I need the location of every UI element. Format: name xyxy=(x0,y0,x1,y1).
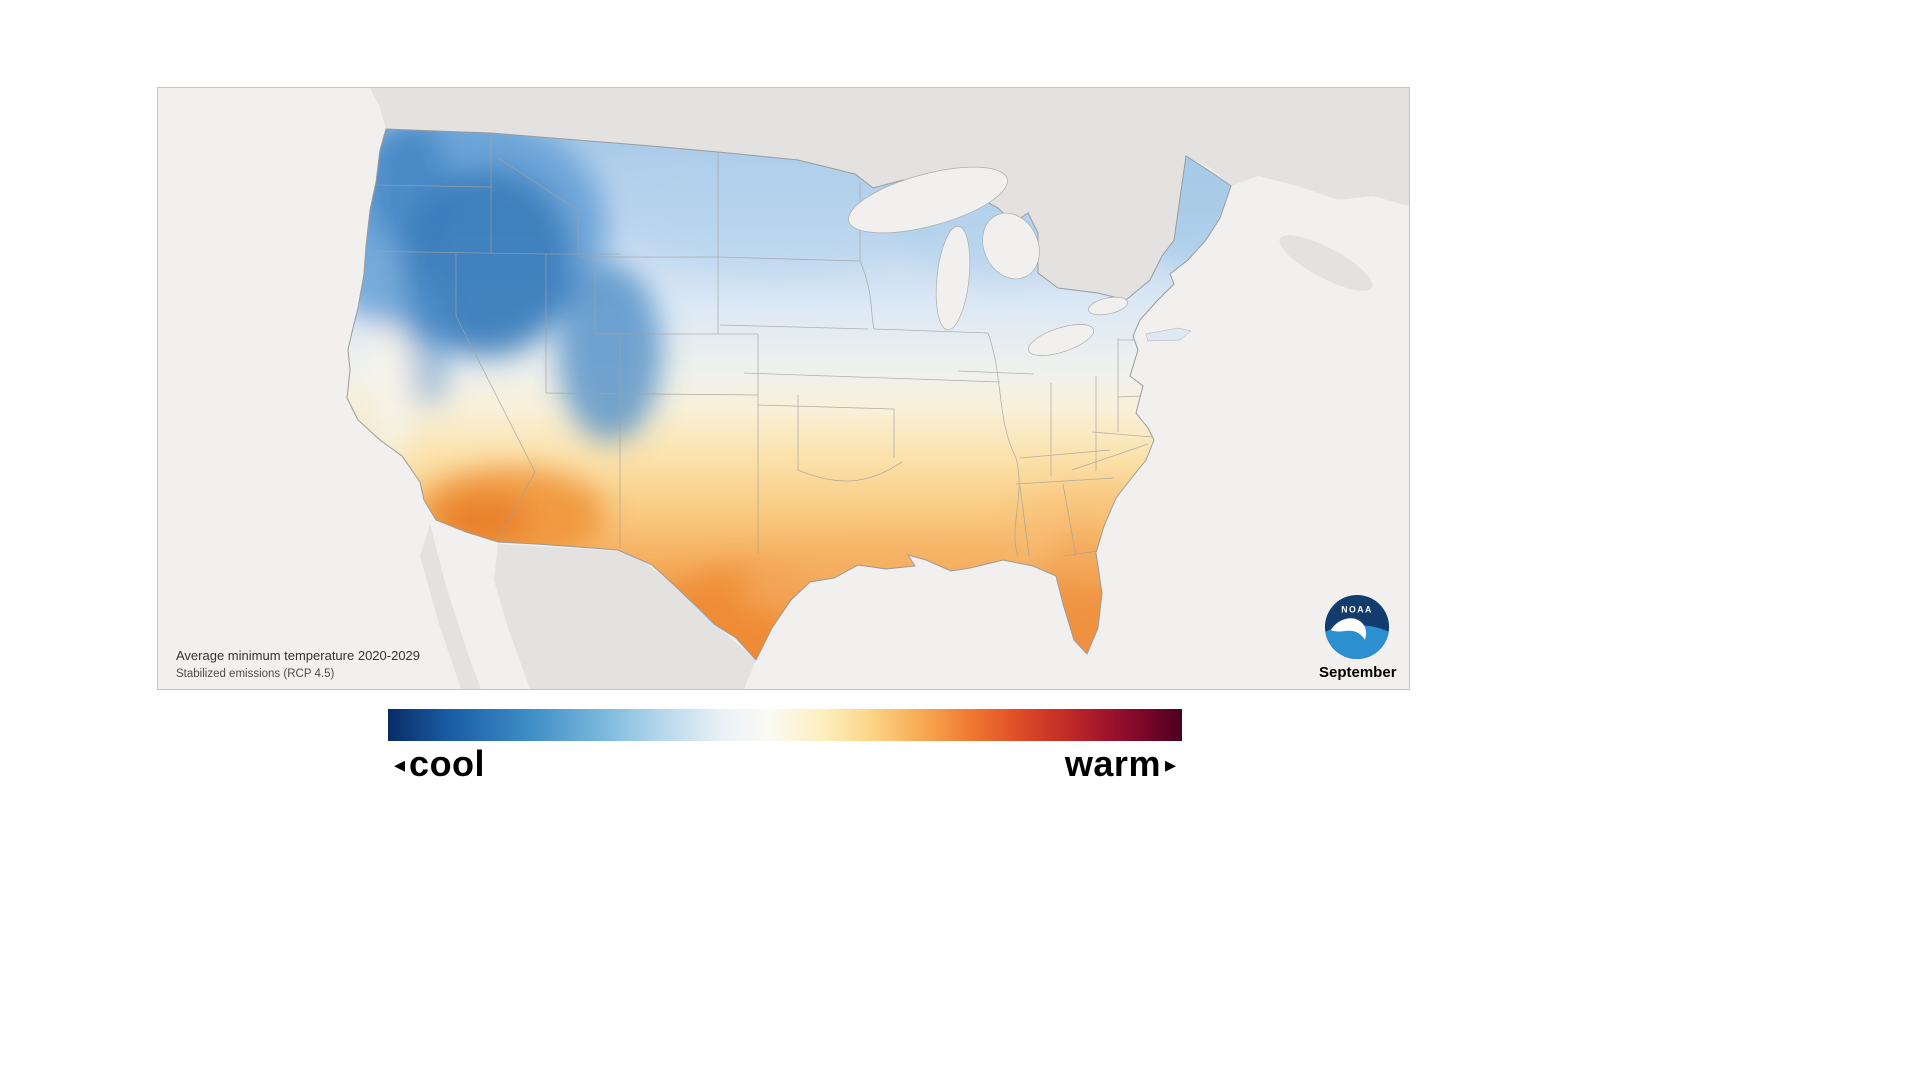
cool-arrow-icon: ◂ xyxy=(394,752,406,777)
warm-arrow-icon: ▸ xyxy=(1164,752,1176,777)
mexico-landmass xyxy=(420,524,756,689)
lake-michigan xyxy=(935,225,971,331)
lake-erie xyxy=(1028,324,1094,356)
map-captions: Average minimum temperature 2020-2029 St… xyxy=(176,648,420,681)
warm-label: warm ▸ xyxy=(1065,743,1180,785)
great-lakes xyxy=(848,166,1128,356)
caption-title: Average minimum temperature 2020-2029 xyxy=(176,648,421,664)
long-island xyxy=(1145,327,1192,342)
lake-ontario xyxy=(1088,296,1128,316)
cool-label: ◂ cool xyxy=(390,743,485,785)
state-borders xyxy=(351,133,1172,557)
noaa-logo-wave xyxy=(1325,625,1389,659)
month-label: September xyxy=(1319,664,1397,681)
noaa-logo: NOAA xyxy=(1324,594,1390,660)
legend-labels: ◂ cool warm ▸ xyxy=(388,741,1182,789)
noaa-logo-text: NOAA xyxy=(1341,604,1373,614)
cool-label-text: cool xyxy=(409,743,486,784)
noaa-bird-icon xyxy=(1330,618,1367,640)
lake-huron xyxy=(982,212,1040,280)
warm-label-text: warm xyxy=(1064,743,1161,784)
caption-scenario: Stabilized emissions (RCP 4.5) xyxy=(176,667,335,680)
baja-california-landmass xyxy=(420,524,481,689)
us-temperature-map xyxy=(346,88,1409,689)
map-panel: Average minimum temperature 2020-2029 St… xyxy=(157,87,1410,690)
nova-scotia-landmass xyxy=(1279,235,1373,291)
colorbar xyxy=(388,709,1182,741)
canada-landmass xyxy=(370,88,1409,300)
lake-superior xyxy=(848,166,1008,234)
noaa-logo-block: NOAA September xyxy=(1319,593,1397,681)
